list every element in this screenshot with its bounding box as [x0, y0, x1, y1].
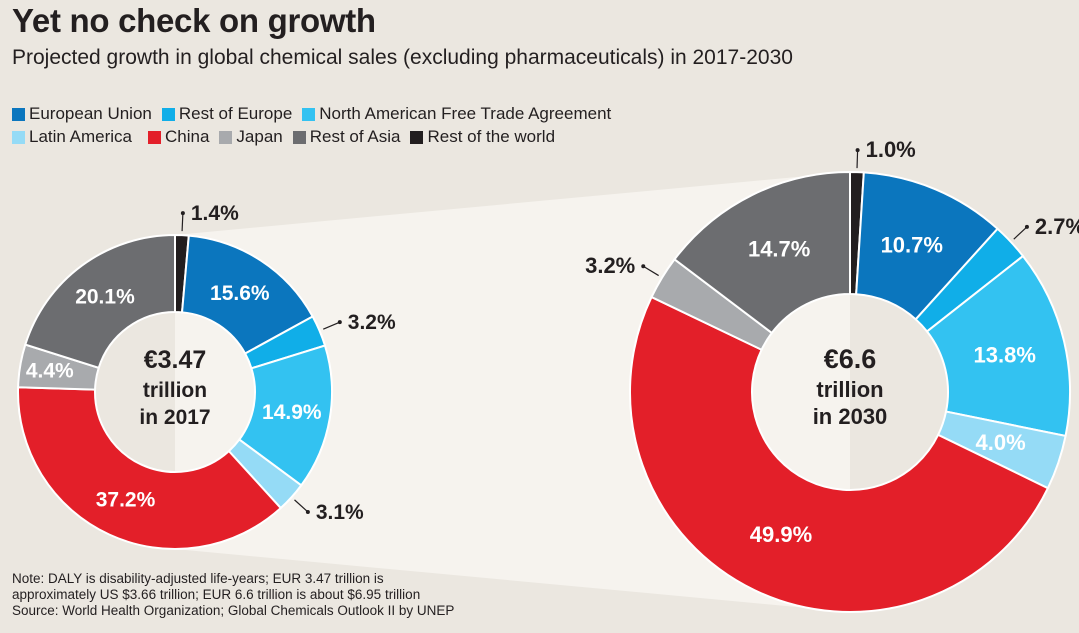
slice-label: 4.0%	[976, 430, 1026, 455]
legend-label: European Union	[29, 104, 152, 123]
legend-swatch	[410, 130, 424, 144]
donut-slice-rest-of-asia	[24, 233, 176, 370]
slice-label: 13.8%	[974, 342, 1036, 367]
center-label: in 2030	[813, 404, 888, 429]
slice-label: 3.2%	[348, 311, 396, 334]
leader-line	[294, 499, 309, 513]
legend-swatch	[292, 130, 306, 144]
legend-swatch	[219, 130, 233, 144]
legend-swatch	[12, 107, 25, 121]
legend-label: North American Free Trade Agreement	[319, 104, 612, 123]
note-line: Note: DALY is disability-adjusted life-y…	[12, 571, 384, 586]
note-line: approximately US $3.66 trillion; EUR 6.6…	[12, 587, 421, 602]
legend-item-rest-of-asia: Rest of Asia	[292, 127, 401, 147]
slice-label: 4.4%	[26, 360, 74, 383]
slice-label: 3.1%	[316, 501, 364, 524]
slice-label: 3.2%	[585, 253, 635, 278]
legend-label: China	[165, 127, 210, 146]
slice-label: 1.4%	[191, 202, 239, 225]
donut-slice-north-american-free-trade-agreement	[925, 254, 1071, 438]
legend-item-china: China	[148, 127, 209, 147]
slice-label: 14.9%	[262, 401, 322, 424]
center-label: €3.47	[144, 346, 207, 374]
slice-label: 37.2%	[96, 489, 156, 512]
legend-row-1: European Union Rest of Europe North Amer…	[12, 104, 611, 124]
chart-note: Note: DALY is disability-adjusted life-y…	[12, 571, 454, 619]
leader-line	[856, 150, 859, 169]
legend-item-eu: European Union	[12, 104, 152, 124]
slice-label: 49.9%	[750, 522, 812, 547]
leader-dot	[337, 320, 342, 325]
slice-label: 15.6%	[210, 282, 270, 305]
leader-line	[1013, 226, 1028, 240]
chart-title: Yet no check on growth	[12, 2, 376, 39]
slice-label: 20.1%	[75, 285, 135, 308]
center-label: trillion	[816, 377, 883, 402]
legend-item-nafta: North American Free Trade Agreement	[302, 104, 611, 124]
center-label: €6.6	[824, 344, 877, 374]
leader-dot	[180, 211, 185, 216]
donut-slice-rest-of-asia	[673, 170, 851, 335]
chart-subtitle: Projected growth in global chemical sale…	[12, 46, 793, 69]
legend-item-rest-of-europe: Rest of Europe	[161, 104, 293, 124]
legend-label: Latin America	[29, 127, 132, 146]
center-label: trillion	[143, 379, 207, 402]
donut-slice-china	[629, 295, 1050, 613]
legend-swatch	[12, 130, 25, 144]
source-line: Source: World Health Organization; Globa…	[12, 603, 455, 618]
center-label: in 2017	[139, 406, 210, 429]
slice-label: 1.0%	[866, 137, 916, 162]
leader-line	[322, 321, 341, 330]
donut-slice-china	[17, 386, 283, 550]
legend-label: Rest of the world	[427, 127, 556, 146]
slice-label: 2.7%	[1035, 214, 1079, 239]
legend-swatch	[161, 107, 175, 121]
legend-swatch	[148, 130, 161, 144]
slice-label: 10.7%	[881, 232, 943, 257]
legend-item-rest-of-world: Rest of the world	[410, 127, 555, 147]
legend-item-latin-america: Latin America	[12, 127, 132, 147]
legend-item-japan: Japan	[219, 127, 283, 147]
legend-label: Rest of Asia	[309, 127, 401, 146]
leader-dot	[855, 148, 860, 153]
legend-label: Japan	[236, 127, 283, 146]
legend-row-2: Latin America China Japan Rest of Asia R…	[12, 127, 555, 147]
leader-dot	[305, 509, 310, 514]
leader-dot	[641, 264, 646, 269]
legend-swatch	[302, 107, 316, 121]
legend-label: Rest of Europe	[178, 104, 293, 123]
leader-dot	[1024, 224, 1029, 229]
slice-label: 14.7%	[748, 237, 810, 262]
leader-line	[642, 265, 659, 277]
leader-line	[181, 213, 184, 232]
